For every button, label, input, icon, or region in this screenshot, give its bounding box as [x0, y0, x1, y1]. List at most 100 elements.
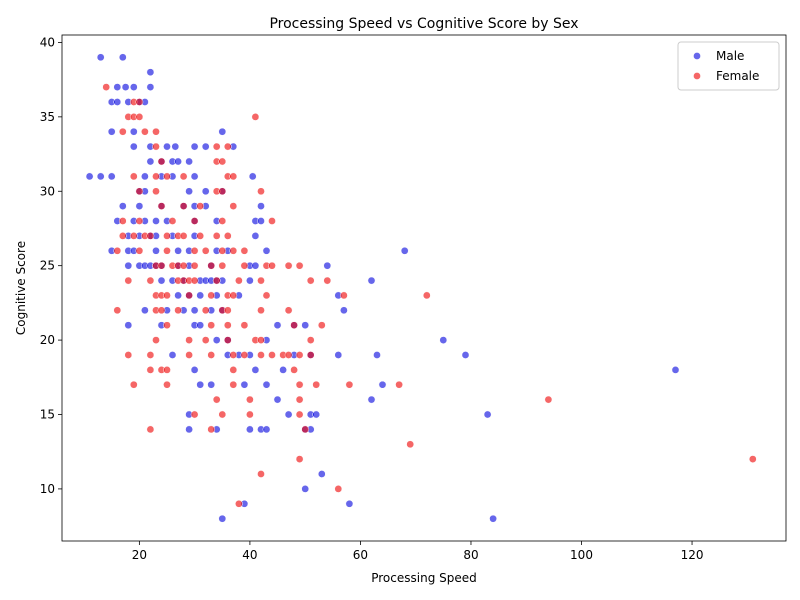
- data-point-female: [284, 261, 293, 270]
- data-point-female: [295, 351, 304, 359]
- legend-label-male: Male: [716, 49, 744, 63]
- data-point-male: [168, 351, 177, 359]
- y-axis: 10 15 20 25 30 35 40: [40, 35, 62, 496]
- data-point-female: [185, 351, 193, 359]
- series-male: [85, 53, 680, 523]
- y-tick-label: 40: [40, 35, 55, 49]
- data-point-female: [240, 246, 249, 255]
- data-point-female: [268, 351, 276, 359]
- data-point-female: [212, 232, 221, 240]
- data-point-female: [190, 246, 199, 255]
- data-point-male: [248, 172, 257, 181]
- data-point-female: [168, 217, 177, 225]
- data-point-female: [257, 187, 265, 196]
- y-tick-label: 30: [40, 184, 55, 198]
- data-point-male: [107, 127, 116, 136]
- data-point-male: [185, 187, 193, 196]
- data-point-male: [124, 261, 133, 270]
- data-point-female: [163, 366, 171, 374]
- data-point-female: [312, 380, 321, 389]
- data-point-male: [141, 306, 149, 315]
- data-point-male: [146, 157, 155, 166]
- data-point-male: [218, 127, 227, 136]
- data-point-male: [185, 157, 193, 166]
- data-point-male: [129, 83, 138, 91]
- data-point-female: [135, 98, 144, 106]
- data-point-female: [218, 157, 227, 166]
- data-point-female: [163, 172, 171, 181]
- data-point-male: [207, 380, 216, 389]
- data-point-female: [223, 336, 232, 344]
- data-point-female: [201, 306, 210, 315]
- data-point-female: [212, 395, 221, 404]
- data-point-female: [340, 291, 348, 300]
- data-point-female: [262, 291, 271, 300]
- data-point-female: [163, 291, 171, 300]
- data-point-female: [218, 187, 227, 196]
- data-point-female: [229, 202, 238, 210]
- data-point-female: [129, 232, 138, 240]
- data-point-female: [229, 246, 238, 255]
- data-point-female: [163, 380, 171, 389]
- data-point-female: [179, 232, 188, 240]
- data-point-male: [246, 276, 254, 285]
- data-point-male: [257, 202, 265, 210]
- data-point-female: [235, 276, 243, 285]
- data-point-female: [146, 351, 155, 359]
- data-point-female: [223, 321, 232, 330]
- data-point-male: [185, 425, 193, 434]
- data-point-male: [257, 217, 265, 225]
- data-point-female: [207, 321, 216, 330]
- data-point-female: [146, 276, 155, 285]
- data-point-male: [152, 246, 160, 255]
- data-point-female: [179, 202, 188, 210]
- data-point-male: [157, 276, 166, 285]
- data-point-female: [212, 276, 221, 285]
- legend-box: [677, 41, 780, 91]
- data-point-female: [129, 380, 138, 389]
- data-point-male: [312, 410, 321, 419]
- data-point-female: [240, 321, 249, 330]
- data-point-female: [207, 261, 216, 270]
- data-point-male: [113, 83, 122, 91]
- data-point-male: [251, 261, 260, 270]
- legend-marker-male: [693, 52, 701, 60]
- data-point-female: [157, 202, 166, 210]
- data-point-male: [273, 321, 282, 330]
- data-point-female: [246, 410, 254, 419]
- data-point-female: [157, 157, 166, 166]
- data-point-male: [124, 321, 133, 330]
- data-point-female: [146, 232, 155, 240]
- data-point-female: [544, 395, 553, 404]
- y-tick-label: 15: [40, 408, 55, 422]
- data-point-female: [179, 172, 188, 181]
- x-tick-label: 120: [681, 548, 704, 562]
- data-point-female: [246, 395, 254, 404]
- data-point-male: [129, 127, 138, 136]
- data-point-male: [96, 53, 105, 62]
- data-point-female: [135, 113, 144, 121]
- data-point-male: [196, 291, 205, 300]
- x-tick-label: 40: [242, 548, 257, 562]
- points-layer: [85, 53, 757, 523]
- data-point-male: [400, 246, 409, 255]
- data-point-female: [301, 425, 310, 434]
- x-tick-label: 80: [463, 548, 478, 562]
- data-point-female: [113, 246, 122, 255]
- data-point-female: [212, 142, 221, 151]
- data-point-female: [135, 217, 144, 225]
- x-tick-label: 100: [570, 548, 593, 562]
- data-point-male: [246, 425, 254, 434]
- data-point-male: [218, 514, 227, 523]
- data-point-female: [207, 351, 216, 359]
- data-point-female: [174, 306, 182, 315]
- data-point-male: [118, 202, 127, 210]
- data-point-female: [157, 306, 166, 315]
- data-point-male: [334, 351, 343, 359]
- data-point-female: [190, 276, 199, 285]
- data-point-female: [218, 410, 227, 419]
- data-point-male: [489, 514, 497, 523]
- data-point-male: [190, 366, 199, 374]
- data-point-female: [218, 246, 227, 255]
